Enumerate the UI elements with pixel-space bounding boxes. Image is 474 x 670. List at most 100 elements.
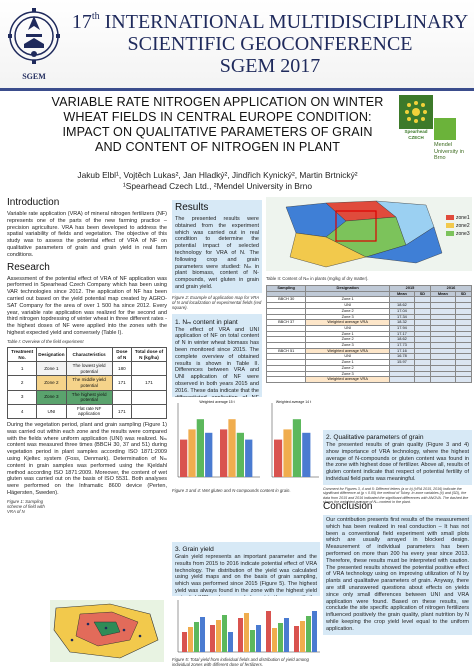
fig1-caption: Figure 1: Sampling scheme of field with … <box>7 498 45 515</box>
left-column: Introduction Variable rate application (… <box>6 197 167 515</box>
poster-title: VARIABLE RATE NITROGEN APPLICATION ON WI… <box>40 95 395 155</box>
bar-mark <box>228 632 233 652</box>
table2-cell: Weighted average VRA <box>305 376 390 383</box>
fig3-caption: Figure 3 and 4: Wet gluten and N-compoun… <box>172 488 291 493</box>
table-row: 4 UNI Flat rate NF application 171 <box>6 403 167 419</box>
weighted-average-label: Weighted average 15 t <box>199 400 234 404</box>
research-heading: Research <box>7 261 50 273</box>
results-box: Results The presented results were obtai… <box>172 200 262 293</box>
bar-mark <box>284 618 289 652</box>
table-row: 1 Zone 1 The lowest yield potential 180 <box>6 361 167 377</box>
results-text: The presented results were obtained from… <box>175 216 259 290</box>
spearhead-logo-icon <box>399 95 433 129</box>
table-row: Zone 2 18.62 <box>265 336 473 344</box>
conference-title-line2: SCIENTIFIC GEOCONFERENCE <box>127 33 413 55</box>
table-row: BBCH 30 Zone 1 <box>265 296 473 304</box>
conclusion-heading: Conclusion <box>323 501 373 512</box>
fig5-caption: Figure 5: Total yield from individual fi… <box>172 657 309 668</box>
table1-cell <box>131 361 167 377</box>
table1-header: Dose of N <box>111 347 133 363</box>
quality-box: 2. Qualitative parameters of grain The p… <box>323 430 472 485</box>
bar-mark <box>292 419 301 477</box>
conference-title-line1: INTERNATIONAL MULTIDISCIPLINARY <box>104 11 469 33</box>
conference-header: SGEM 17th INTERNATIONAL MULTIDISCIPLINAR… <box>0 0 474 91</box>
conclusion-box: Conclusion Our contribution presents fir… <box>323 501 472 635</box>
table1-header: Characteristics <box>65 347 113 363</box>
table1-cell: The highest yield potential <box>65 389 113 405</box>
sgem-logo-text: SGEM <box>22 72 46 81</box>
intro-text: Variable rate application (VRA) of miner… <box>7 211 167 258</box>
bar-mark <box>220 429 228 477</box>
header-divider <box>0 88 474 91</box>
table2-cell <box>389 376 415 383</box>
wet-gluten-chart: Weighted average 15 t <box>172 397 262 485</box>
bar-mark <box>306 616 311 652</box>
nitrogen-content-table: Sampling Designation 2015 2016 Mean SD M… <box>265 285 473 383</box>
table1-cell: 2 <box>6 375 38 391</box>
conference-title-line3: SGEM 2017 <box>219 55 321 77</box>
application-map-figure: zone1 zone2 zone3 <box>266 197 472 271</box>
bar-mark <box>250 630 255 652</box>
grain-yield-chart <box>172 596 322 658</box>
table1-cell: 171 <box>131 375 167 391</box>
table1-caption: Table I: Overview of the field experimen… <box>7 338 84 344</box>
bar-mark <box>210 625 215 652</box>
middle-column: Results The presented results were obtai… <box>172 200 262 418</box>
table2-cell <box>429 376 456 383</box>
conference-title: 17th INTERNATIONAL MULTIDISCIPLINARY SCI… <box>70 6 470 77</box>
table-row: 2 Zone 2 The middle yield potential 171 … <box>6 375 167 391</box>
poster-title-line4: AND CONTENT OF NITROGEN IN PLANT <box>94 140 341 154</box>
subsection3-heading: 3. Grain yield <box>175 546 214 553</box>
table1-header: Treatment No. <box>6 347 38 363</box>
spearhead-logo: Spearhead CZECH <box>399 95 433 147</box>
bar-mark <box>182 632 187 652</box>
table1-cell: 3 <box>6 389 38 405</box>
bar-mark <box>312 611 317 652</box>
table2-cell <box>454 376 473 383</box>
table1-cell <box>111 389 133 405</box>
table1-cell: 4 <box>6 403 38 419</box>
bar-mark <box>222 615 227 652</box>
bar-mark <box>302 432 311 477</box>
bar-mark <box>244 613 249 652</box>
poster-title-line3: IMPACT ON QUALITATIVE PARAMETERS OF GRAI… <box>62 125 373 139</box>
mendel-logo-icon <box>434 118 456 140</box>
subsection1-heading: 1. Nₘ content in plant <box>175 318 238 326</box>
bar-mark <box>245 439 253 477</box>
results-heading: Results <box>175 202 209 213</box>
table2-cell <box>413 376 431 383</box>
bar-mark <box>188 429 196 477</box>
bar-mark <box>272 628 277 652</box>
table1-cell: 171 <box>111 403 133 419</box>
bar-mark <box>180 439 188 477</box>
bar-mark <box>205 432 213 477</box>
table1-cell <box>131 389 167 405</box>
bar-mark <box>228 419 236 477</box>
table1-cell: 180 <box>111 361 133 377</box>
bar-mark <box>216 620 221 652</box>
n-compounds-chart: Weighted average 14 t <box>266 397 321 485</box>
poster-title-line1: VARIABLE RATE NITROGEN APPLICATION ON WI… <box>51 95 384 109</box>
table1-cell: Flat rate NF application <box>65 403 113 419</box>
legend-zone3: zone3 <box>456 231 470 237</box>
bar-mark <box>238 618 243 652</box>
bar-mark <box>194 622 199 652</box>
table1-cell: Zone 2 <box>36 375 67 391</box>
table1-cell: The middle yield potential <box>65 375 113 391</box>
conference-edition-suffix: th <box>91 11 100 22</box>
table1-header: Designation <box>36 347 67 363</box>
table-row: Zone 2 <box>265 364 473 372</box>
authors-block: Jakub Elbl¹, Vojtěch Lukas², Jan Hladký²… <box>40 170 395 192</box>
table1-header: Total dose of N (kg/ha) <box>131 347 167 363</box>
poster-title-line2: WHEAT FIELDS IN CENTRAL EUROPE CONDITION… <box>63 110 372 124</box>
bar-mark <box>266 611 271 652</box>
bar-mark <box>196 419 204 477</box>
legend-zone2: zone2 <box>456 223 470 229</box>
legend-zone1: zone1 <box>456 215 470 221</box>
table-row: 3 Zone 3 The highest yield potential <box>6 389 167 405</box>
table1-cell: 1 <box>6 361 38 377</box>
bar-mark <box>236 432 244 477</box>
weighted-average-label: Weighted average 14 t <box>276 400 311 404</box>
table1-cell: Zone 3 <box>36 389 67 405</box>
bar-mark <box>300 621 305 652</box>
